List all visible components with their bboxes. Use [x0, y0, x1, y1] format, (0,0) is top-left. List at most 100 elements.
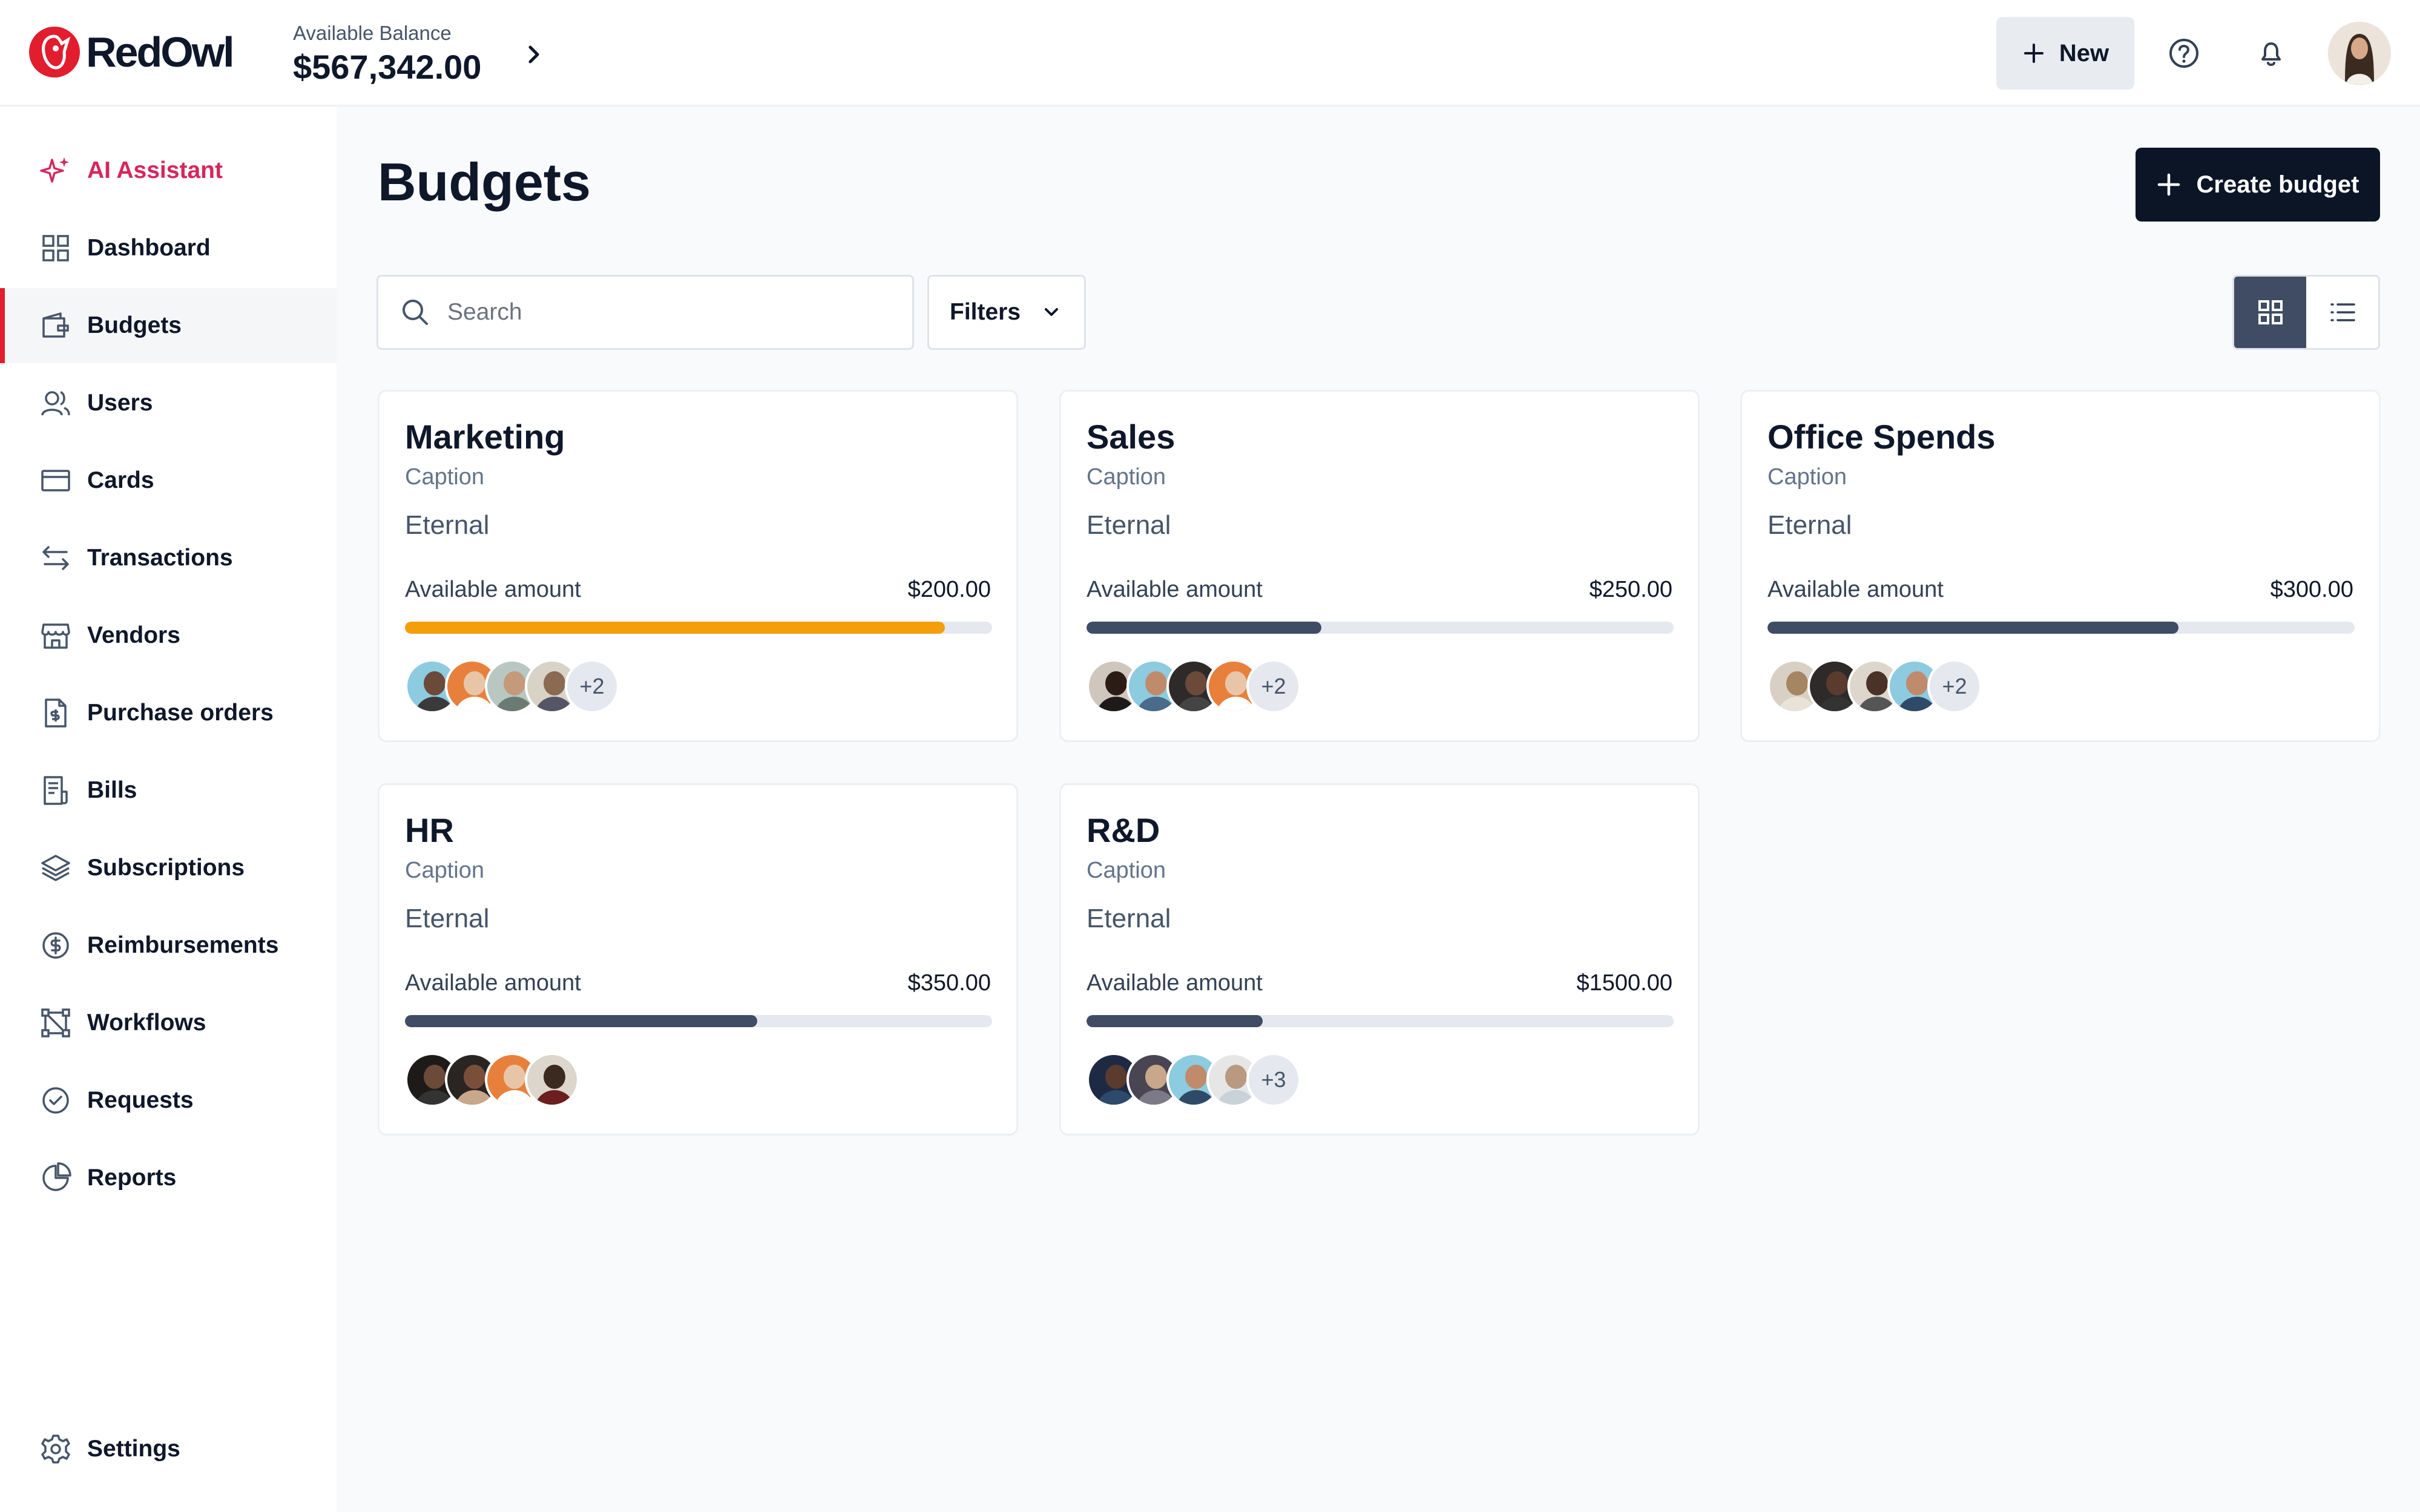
- sidebar-item-workflows[interactable]: Workflows: [0, 985, 337, 1060]
- grid-view-button[interactable]: [2234, 277, 2306, 348]
- member-avatar: [525, 1053, 579, 1107]
- search-box[interactable]: [376, 275, 914, 350]
- search-input[interactable]: [447, 299, 871, 326]
- member-avatar: [445, 659, 499, 714]
- sidebar-item-subscriptions[interactable]: Subscriptions: [0, 830, 337, 906]
- member-avatar: [1807, 659, 1862, 714]
- bell-icon[interactable]: [2254, 36, 2288, 70]
- sidebar-item-label: Vendors: [87, 622, 180, 648]
- budget-progress-bar: [1087, 1015, 1674, 1027]
- more-members-badge: +3: [1246, 1053, 1301, 1107]
- budget-caption: Caption: [1087, 858, 1166, 883]
- sidebar-item-budgets[interactable]: Budgets: [0, 288, 337, 363]
- budget-card[interactable]: Marketing Caption Eternal Available amount $…: [378, 390, 1018, 742]
- member-avatars[interactable]: +3: [1087, 1053, 1301, 1108]
- budget-progress-fill: [1087, 622, 1321, 634]
- sidebar-item-settings[interactable]: Settings: [0, 1412, 337, 1487]
- more-members-badge: +2: [1246, 659, 1301, 714]
- sidebar-item-dashboard[interactable]: Dashboard: [0, 211, 337, 286]
- member-avatars[interactable]: +2: [1087, 659, 1301, 715]
- budget-progress-fill: [1087, 1015, 1263, 1027]
- sparkles-icon: [40, 155, 71, 186]
- sidebar-item-label: Budgets: [87, 312, 182, 338]
- budget-progress-bar: [405, 622, 992, 634]
- layers-icon: [40, 852, 71, 884]
- grid-icon: [2258, 300, 2283, 324]
- budget-caption: Caption: [1767, 464, 1847, 490]
- gear-icon: [40, 1433, 71, 1465]
- member-avatar: [1087, 1053, 1141, 1107]
- create-budget-button[interactable]: Create budget: [2136, 148, 2380, 222]
- budget-period: Eternal: [1087, 904, 1171, 933]
- budget-card[interactable]: Office Spends Caption Eternal Available amo…: [1740, 390, 2381, 742]
- sidebar-item-bills[interactable]: Bills: [0, 753, 337, 828]
- sidebar-item-label: Cards: [87, 467, 154, 493]
- available-amount-label: Available amount: [405, 577, 581, 602]
- sidebar-item-purchase-orders[interactable]: Purchase orders: [0, 675, 337, 751]
- sidebar-item-reimbursements[interactable]: Reimbursements: [0, 908, 337, 983]
- budget-caption: Caption: [1087, 464, 1166, 490]
- member-avatar: [485, 1053, 539, 1107]
- member-avatars[interactable]: [405, 1053, 579, 1108]
- sidebar-item-cards[interactable]: Cards: [0, 443, 337, 518]
- pie-chart-icon: [40, 1162, 71, 1194]
- available-amount-value: $200.00: [907, 577, 991, 602]
- sidebar-item-users[interactable]: Users: [0, 366, 337, 441]
- budget-period: Eternal: [405, 904, 490, 933]
- sidebar-item-label: Users: [87, 390, 153, 416]
- user-avatar[interactable]: [2328, 22, 2391, 85]
- check-circle-icon: [40, 1085, 71, 1116]
- sidebar-item-label: Reports: [87, 1165, 177, 1191]
- store-icon: [40, 620, 71, 651]
- logo[interactable]: RedOwl: [29, 27, 235, 77]
- sidebar-item-ai-assistant[interactable]: AI Assistant: [0, 133, 337, 208]
- budget-progress-fill: [405, 1015, 757, 1027]
- sidebar-item-requests[interactable]: Requests: [0, 1063, 337, 1138]
- chevron-down-icon: [1045, 308, 1059, 316]
- budget-card[interactable]: HR Caption Eternal Available amount $350.00: [378, 783, 1018, 1136]
- new-button-label: New: [2059, 39, 2109, 67]
- budget-caption: Caption: [405, 858, 484, 883]
- sidebar-item-label: Subscriptions: [87, 855, 245, 881]
- create-budget-label: Create budget: [2196, 171, 2359, 198]
- member-avatars[interactable]: +2: [405, 659, 619, 715]
- document-dollar-icon: [40, 697, 71, 729]
- available-amount-label: Available amount: [405, 970, 581, 996]
- plus-icon: [2024, 44, 2044, 63]
- filters-dropdown[interactable]: Filters: [927, 275, 1086, 350]
- grid-icon: [40, 232, 71, 264]
- view-toggle: [2232, 275, 2380, 350]
- coin-icon: [40, 930, 71, 961]
- budget-card[interactable]: Sales Caption Eternal Available amount $250.…: [1059, 390, 1700, 742]
- list-icon: [2330, 303, 2355, 321]
- sidebar-item-vendors[interactable]: Vendors: [0, 598, 337, 673]
- sidebar-item-label: Reimbursements: [87, 932, 279, 958]
- help-icon[interactable]: [2167, 36, 2201, 70]
- sidebar-item-transactions[interactable]: Transactions: [0, 521, 337, 596]
- sidebar-item-reports[interactable]: Reports: [0, 1140, 337, 1215]
- new-button[interactable]: New: [1996, 17, 2134, 90]
- balance[interactable]: Available Balance $567,342.00: [293, 22, 481, 87]
- page-title: Budgets: [378, 152, 591, 212]
- sidebar-item-label: Bills: [87, 777, 137, 803]
- budget-title: Office Spends: [1767, 418, 1996, 456]
- list-view-button[interactable]: [2306, 277, 2378, 348]
- card-icon: [40, 465, 71, 496]
- owl-logo-icon: [29, 27, 80, 77]
- logo-text: RedOwl: [86, 28, 235, 76]
- member-avatar: [1206, 1053, 1261, 1107]
- budget-progress-fill: [1767, 622, 2178, 634]
- sidebar: AI Assistant Dashboard Budgets Users Car…: [0, 107, 337, 1512]
- member-avatars[interactable]: +2: [1767, 659, 1982, 715]
- budget-progress-bar: [1087, 622, 1674, 634]
- budget-progress-fill: [405, 622, 945, 634]
- balance-label: Available Balance: [293, 22, 452, 44]
- balance-value: $567,342.00: [293, 48, 482, 86]
- chevron-right-icon[interactable]: [525, 42, 542, 67]
- budget-card[interactable]: R&D Caption Eternal Available amount $1500.0…: [1059, 783, 1700, 1136]
- sidebar-item-label: Requests: [87, 1087, 194, 1113]
- member-avatar: [1767, 659, 1822, 714]
- top-bar: RedOwl Available Balance $567,342.00 New: [0, 0, 2420, 107]
- wallet-icon: [40, 310, 71, 341]
- budget-period: Eternal: [1767, 510, 1852, 540]
